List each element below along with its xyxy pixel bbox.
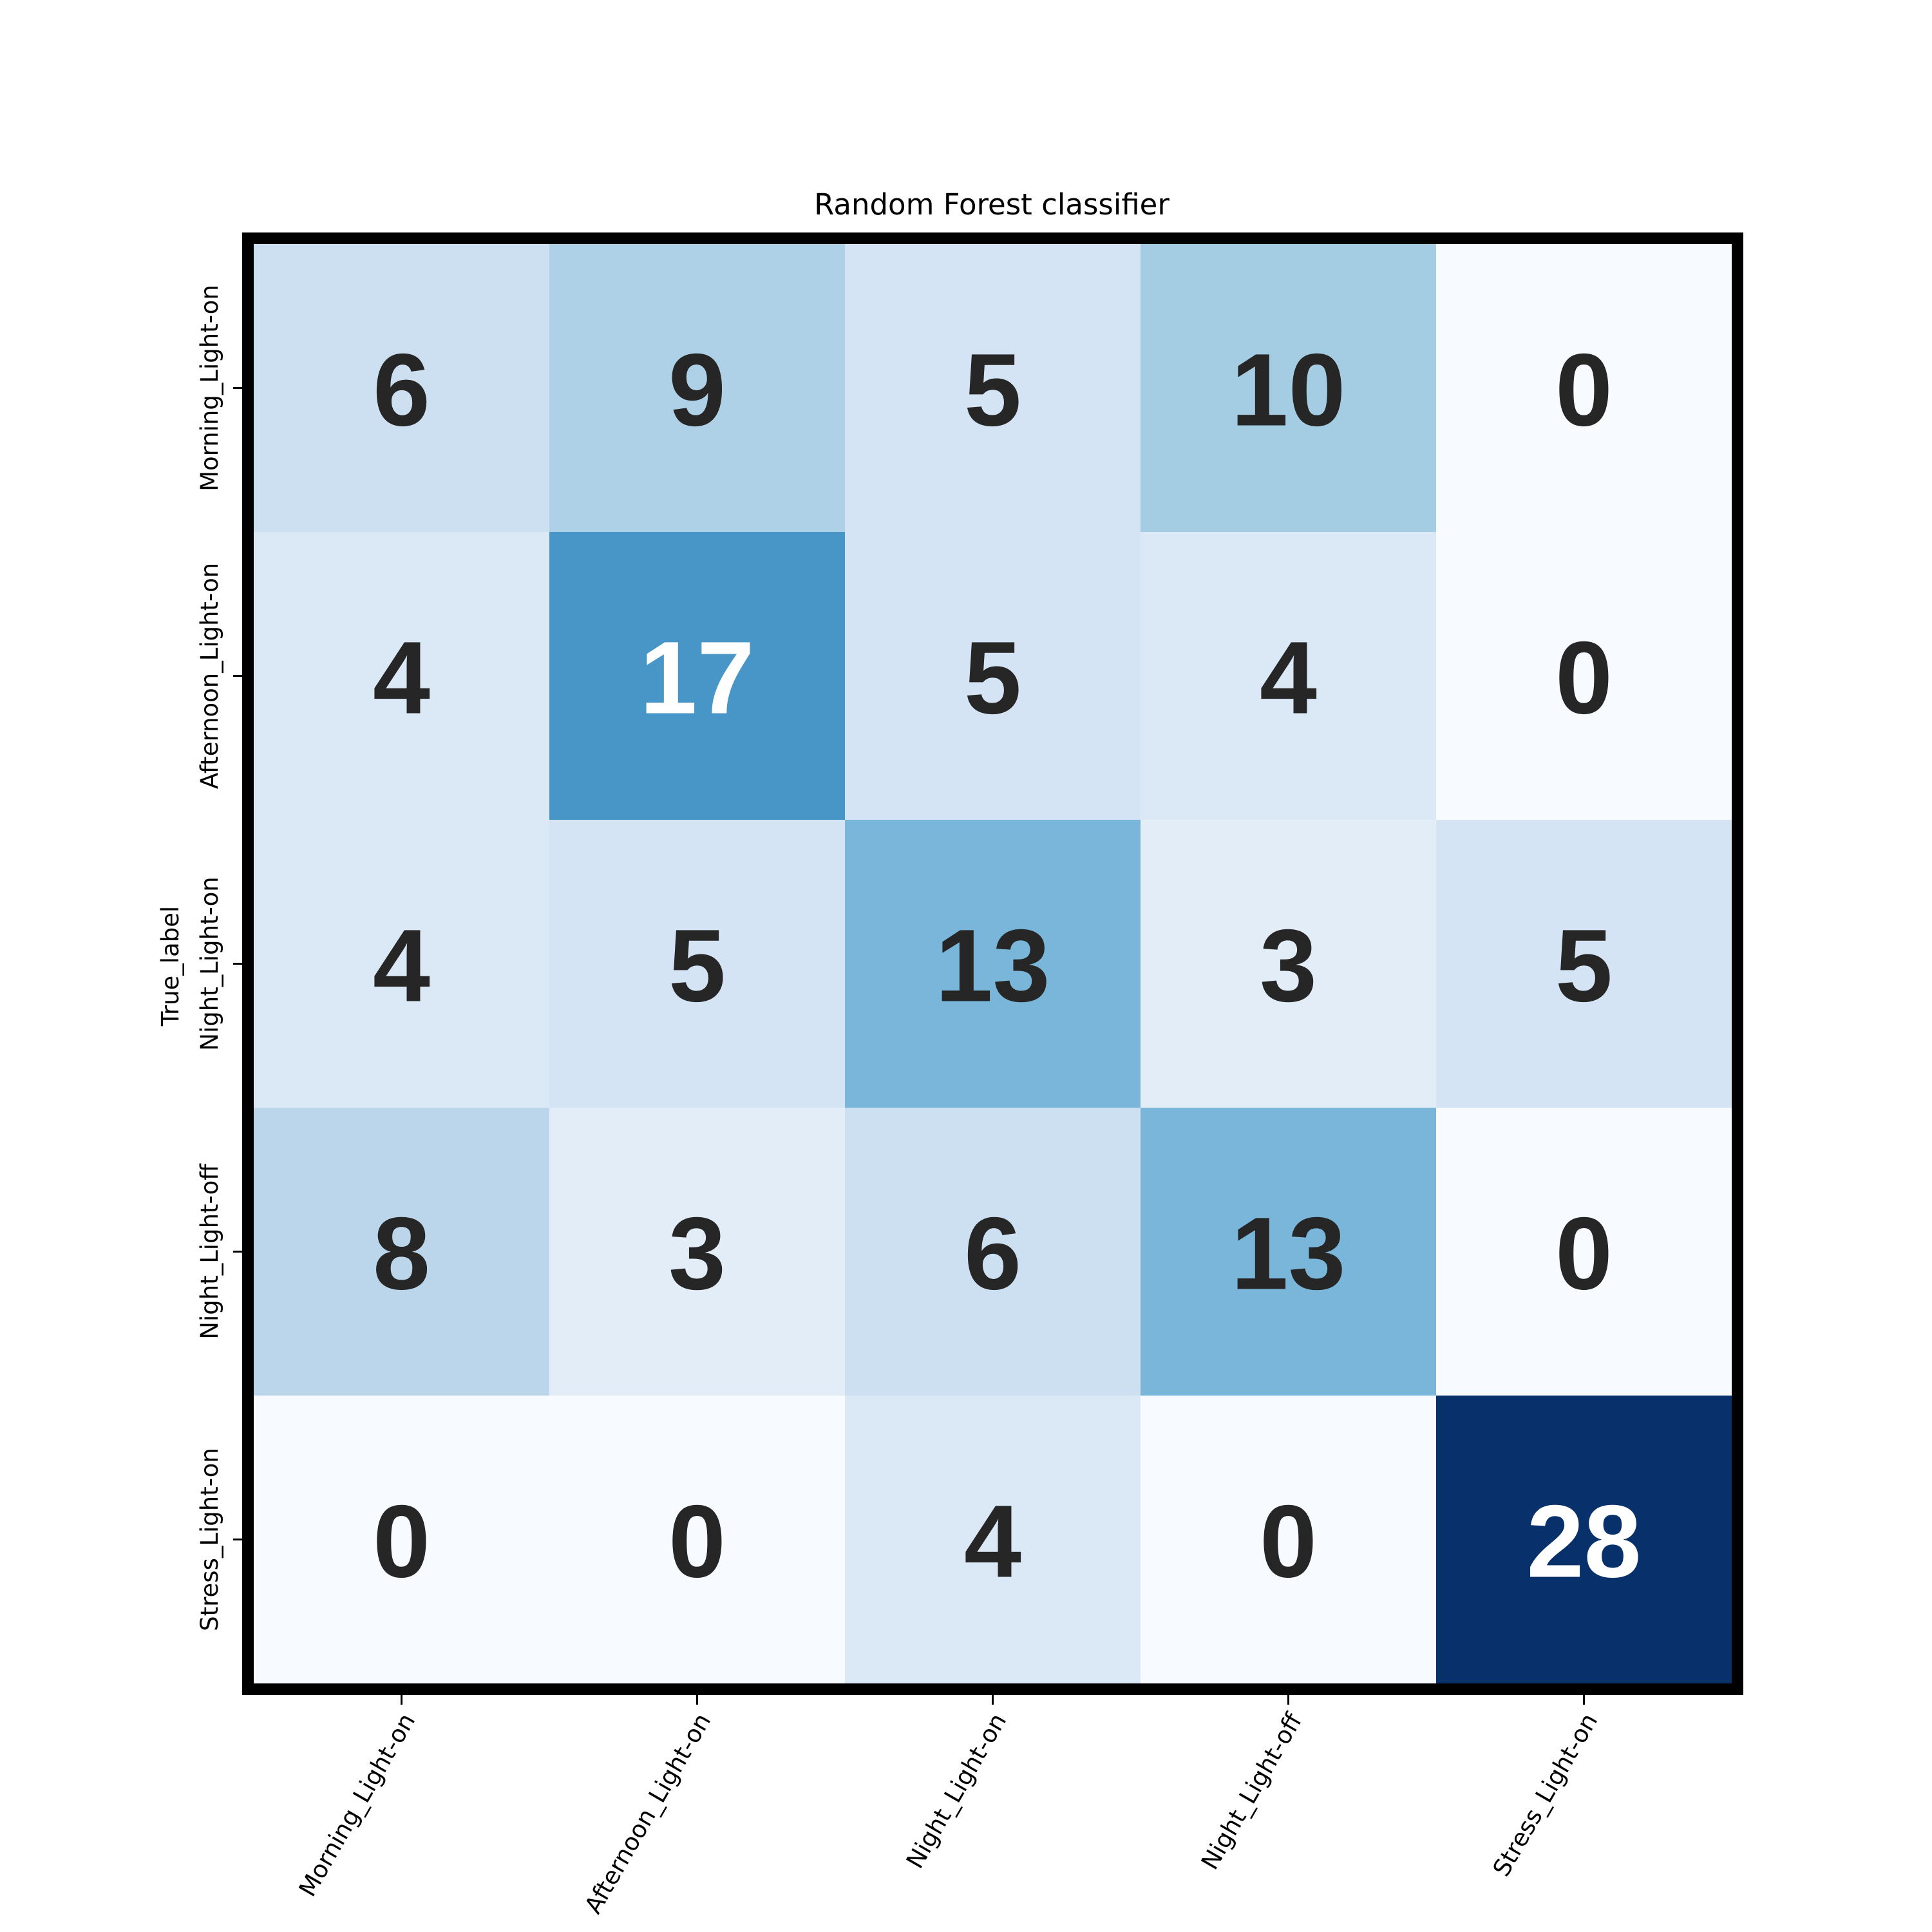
heatmap-cells [254, 244, 1732, 1684]
cell-value-label: 6 [964, 1196, 1021, 1311]
cell-value-label: 5 [668, 908, 726, 1023]
cell-value-label: 3 [668, 1196, 726, 1311]
x-tick-label: Stress_Light-on [1488, 1709, 1604, 1881]
cell-value-label: 9 [668, 332, 726, 448]
x-axis-ticks: Morning_Light-on Afternoon_Light-on Night_… [294, 1695, 1604, 1918]
heatmap-cell [1141, 1396, 1437, 1684]
cell-value-label: 6 [373, 332, 430, 448]
heatmap-cell [549, 1108, 846, 1396]
heatmap-cell [1141, 1108, 1437, 1396]
y-axis-ticks: Morning_Light-on Afternoon_Light-on Night_… [196, 285, 242, 1631]
heatmap-cell [845, 244, 1141, 533]
cell-value-label: 5 [964, 620, 1021, 735]
x-tick-label: Night_Light-on [901, 1709, 1012, 1873]
cell-value-label: 0 [1260, 1484, 1317, 1599]
heatmap-cell [254, 532, 550, 820]
cell-value-label: 5 [964, 332, 1021, 448]
cell-value-label: 0 [1555, 1196, 1613, 1311]
heatmap-cell [1436, 532, 1732, 820]
cell-value-label: 4 [964, 1484, 1021, 1599]
heatmap-cell [845, 820, 1141, 1108]
heatmap-cell [845, 1396, 1141, 1684]
heatmap-cell [1436, 820, 1732, 1108]
y-tick-label: Morning_Light-on [196, 285, 223, 491]
heatmap-cell [549, 244, 846, 533]
heatmap-cell [254, 1396, 550, 1684]
cell-value-label: 8 [373, 1196, 430, 1311]
heatmap-cell [1436, 244, 1732, 533]
heatmap-cell [1141, 532, 1437, 820]
cell-value-label: 4 [373, 620, 430, 735]
cell-value-label: 0 [668, 1484, 726, 1599]
cell-value-label: 4 [1260, 620, 1317, 735]
heatmap-cell [845, 532, 1141, 820]
x-tick-label: Morning_Light-on [294, 1709, 421, 1901]
heatmap-cell [254, 1108, 550, 1396]
heatmap-cell [845, 1108, 1141, 1396]
x-tick-label: Night_Light-off [1196, 1708, 1308, 1875]
y-tick-label: Stress_Light-on [196, 1448, 223, 1631]
cell-value-label: 0 [1555, 332, 1613, 448]
cell-value-label: 13 [936, 908, 1050, 1023]
cell-value-label: 10 [1231, 332, 1346, 448]
cell-value-label: 0 [373, 1484, 430, 1599]
cell-value-label: 4 [373, 908, 430, 1023]
cell-value-label: 5 [1555, 908, 1613, 1023]
chart-title: Random Forest classifier [814, 187, 1170, 222]
cell-value-label: 0 [1555, 620, 1613, 735]
cell-value-label: 17 [640, 620, 755, 735]
y-tick-label: Night_Light-off [196, 1163, 223, 1340]
heatmap-cell [1436, 1108, 1732, 1396]
heatmap-cell [1436, 1396, 1732, 1684]
cell-value-label: 3 [1260, 908, 1317, 1023]
y-tick-label: Night_Light-on [196, 876, 223, 1050]
cell-value-label: 13 [1231, 1196, 1346, 1311]
heatmap-cell [549, 532, 846, 820]
plot-frame [242, 232, 1743, 1695]
y-tick-label: Afternoon_Light-on [196, 563, 223, 789]
heatmap-cell [549, 1396, 846, 1684]
heatmap-cell [549, 820, 846, 1108]
cell-value-label: 28 [1527, 1484, 1642, 1599]
y-axis-label: True_label [156, 906, 184, 1027]
x-tick-label: Afternoon_Light-on [579, 1709, 716, 1918]
cell-value-labels: 6 9 5 10 0 4 17 5 4 0 4 5 13 3 5 8 3 6 13 0 0 0 4 0 28 [373, 332, 1641, 1599]
heatmap-cell [1141, 820, 1437, 1108]
heatmap-cell [1141, 244, 1437, 533]
heatmap-cell [254, 820, 550, 1108]
heatmap-cell [254, 244, 550, 533]
